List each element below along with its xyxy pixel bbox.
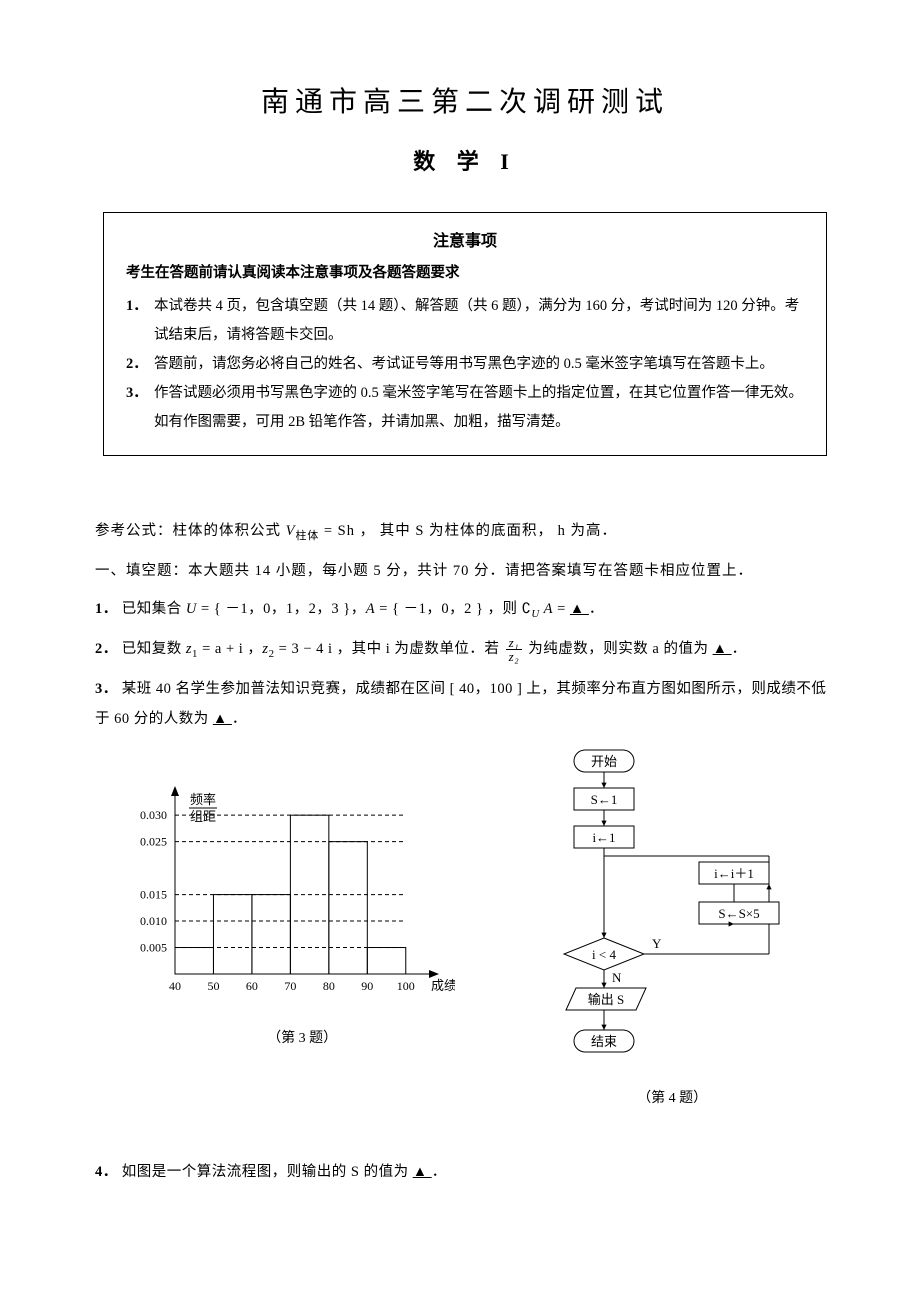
- notice-item-num: 3．: [126, 379, 154, 437]
- q2-mid: 为纯虚数，则实数 a 的值为: [524, 641, 712, 657]
- q2-pre: 已知复数: [122, 641, 186, 657]
- q2-eq2: = 3 − 4 i ，其中 i 为虚数单位．若: [275, 641, 504, 657]
- q1-tail: =: [553, 601, 570, 617]
- q2-fraction: z₁z₂: [506, 636, 523, 663]
- flowchart-caption: （第 4 题）: [509, 1087, 835, 1107]
- q1-num: 1．: [95, 601, 118, 617]
- question-4: 4．如图是一个算法流程图，则输出的 S 的值为 ▲ ．: [95, 1157, 835, 1187]
- q4-blank: ▲: [413, 1164, 432, 1180]
- q1-compl-A: A: [540, 601, 553, 617]
- svg-text:开始: 开始: [591, 754, 617, 769]
- notice-item-text: 作答试题必须用书写黑色字迹的 0.5 毫米签字笔写在答题卡上的指定位置，在其它位…: [154, 379, 804, 437]
- notice-subheading: 考生在答题前请认真阅读本注意事项及各题答题要求: [126, 261, 804, 282]
- svg-text:90: 90: [361, 979, 373, 993]
- svg-text:0.030: 0.030: [140, 809, 167, 823]
- svg-text:40: 40: [169, 979, 181, 993]
- section-heading: 一、填空题：本大题共 14 小题，每小题 5 分，共计 70 分．请把答案填写在…: [95, 556, 835, 586]
- svg-text:S←S×5: S←S×5: [719, 906, 760, 921]
- page-subtitle: 数 学 I: [95, 144, 835, 176]
- q1-setA: = { －1，0，2 } ，则 ∁: [375, 601, 531, 617]
- q4-num: 4．: [95, 1164, 118, 1180]
- svg-text:0.025: 0.025: [140, 835, 167, 849]
- flowchart-svg: 开始 S←1 i←1 i←i＋1 S←S×5 i < 4 输出 S 结束 Y N: [509, 744, 799, 1074]
- q3-text: 某班 40 名学生参加普法知识竞赛，成绩都在区间 [ 40，100 ] 上，其频…: [95, 681, 826, 727]
- histogram-svg: 频率组距 0.005 0.010 0.015 0.025 0.030 40 50 60 70 80 9…: [95, 784, 455, 1014]
- formula-prefix: 参考公式：柱体的体积公式: [95, 523, 286, 539]
- formula-V: V: [286, 523, 296, 539]
- q2-eq1: = a + i ，: [198, 641, 262, 657]
- q3-end: ．: [232, 711, 247, 727]
- svg-text:80: 80: [323, 979, 335, 993]
- notice-item: 1． 本试卷共 4 页，包含填空题（共 14 题）、解答题（共 6 题），满分为…: [126, 292, 804, 350]
- q1-end: ．: [589, 601, 604, 617]
- q4-text: 如图是一个算法流程图，则输出的 S 的值为: [122, 1164, 413, 1180]
- q4-end: ．: [432, 1164, 447, 1180]
- svg-text:组距: 组距: [190, 809, 216, 824]
- svg-text:0.015: 0.015: [140, 888, 167, 902]
- notice-heading: 注意事项: [126, 227, 804, 251]
- svg-text:0.005: 0.005: [140, 941, 167, 955]
- question-1: 1．已知集合 U = { －1，0，1，2，3 }，A = { －1，0，2 }…: [95, 594, 835, 626]
- svg-text:100: 100: [397, 979, 415, 993]
- page: 南通市高三第二次调研测试 数 学 I 注意事项 考生在答题前请认真阅读本注意事项…: [0, 0, 920, 1236]
- q2-num: 2．: [95, 641, 118, 657]
- q1-A: A: [366, 601, 375, 617]
- notice-item: 2． 答题前，请您务必将自己的姓名、考试证号等用书写黑色字迹的 0.5 毫米签字…: [126, 350, 804, 379]
- svg-text:50: 50: [207, 979, 219, 993]
- histogram-caption: （第 3 题）: [95, 1027, 509, 1047]
- svg-text:频率: 频率: [190, 792, 216, 807]
- svg-text:结束: 结束: [591, 1034, 617, 1049]
- q3-blank: ▲: [213, 711, 232, 727]
- figures-row: 频率组距 0.005 0.010 0.015 0.025 0.030 40 50 60 70 80 9…: [95, 744, 835, 1107]
- formula-sub: 柱体: [295, 530, 319, 542]
- question-2: 2．已知复数 z1 = a + i ，z2 = 3 − 4 i ，其中 i 为虚…: [95, 634, 835, 666]
- svg-text:0.010: 0.010: [140, 915, 167, 929]
- q2-blank: ▲: [713, 641, 732, 657]
- q1-U: U: [186, 601, 197, 617]
- svg-text:i < 4: i < 4: [592, 947, 616, 962]
- svg-text:70: 70: [284, 979, 296, 993]
- notice-item-num: 1．: [126, 292, 154, 350]
- svg-text:i←i＋1: i←i＋1: [715, 866, 755, 881]
- spacer: [95, 1107, 835, 1157]
- svg-text:输出 S: 输出 S: [588, 992, 624, 1007]
- q2-frac-den: z₂: [506, 650, 523, 663]
- notice-item: 3． 作答试题必须用书写黑色字迹的 0.5 毫米签字笔写在答题卡上的指定位置，在…: [126, 379, 804, 437]
- page-title: 南通市高三第二次调研测试: [95, 80, 835, 120]
- svg-text:S←1: S←1: [591, 792, 618, 807]
- q2-end: ．: [732, 641, 747, 657]
- svg-text:成绩/分: 成绩/分: [431, 978, 455, 993]
- notice-item-num: 2．: [126, 350, 154, 379]
- q3-num: 3．: [95, 681, 118, 697]
- histogram-figure: 频率组距 0.005 0.010 0.015 0.025 0.030 40 50 60 70 80 9…: [95, 744, 509, 1047]
- svg-text:Y: Y: [652, 936, 662, 951]
- svg-text:N: N: [612, 970, 622, 985]
- notice-box: 注意事项 考生在答题前请认真阅读本注意事项及各题答题要求 1． 本试卷共 4 页…: [103, 212, 827, 456]
- notice-item-text: 答题前，请您务必将自己的姓名、考试证号等用书写黑色字迹的 0.5 毫米签字笔填写…: [154, 350, 804, 379]
- q2-frac-num: z₁: [506, 636, 523, 650]
- notice-item-text: 本试卷共 4 页，包含填空题（共 14 题）、解答题（共 6 题），满分为 16…: [154, 292, 804, 350]
- q1-compl-sub: U: [531, 608, 539, 620]
- q1-pre: 已知集合: [122, 601, 186, 617]
- q1-blank: ▲: [570, 601, 589, 617]
- q1-setU: = { －1，0，1，2，3 }，: [197, 601, 366, 617]
- formula-eq: = Sh ， 其中 S 为柱体的底面积， h 为高．: [319, 523, 617, 539]
- svg-text:60: 60: [246, 979, 258, 993]
- question-3: 3．某班 40 名学生参加普法知识竞赛，成绩都在区间 [ 40，100 ] 上，…: [95, 674, 835, 735]
- svg-text:i←1: i←1: [593, 830, 616, 845]
- flowchart-figure: 开始 S←1 i←1 i←i＋1 S←S×5 i < 4 输出 S 结束 Y N （第 4 题）: [509, 744, 835, 1107]
- formula-line: 参考公式：柱体的体积公式 V柱体 = Sh ， 其中 S 为柱体的底面积， h …: [95, 516, 835, 548]
